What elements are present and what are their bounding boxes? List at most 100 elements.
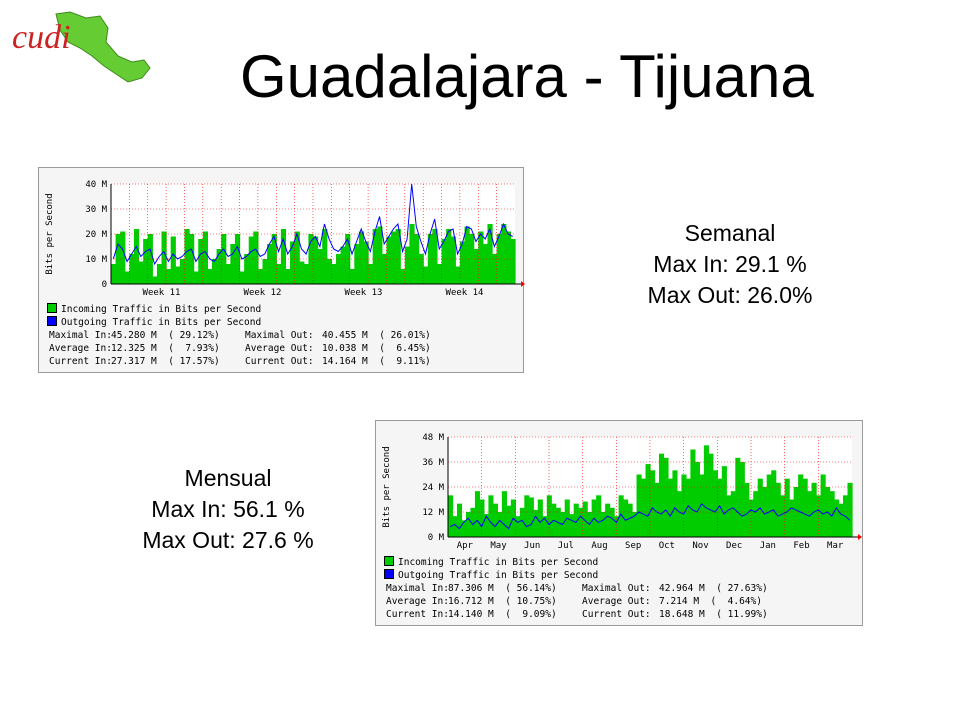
x-tick-label: Feb xyxy=(793,541,809,551)
outgoing-swatch xyxy=(47,316,57,326)
y-tick-label: 0 xyxy=(102,280,107,290)
y-tick-label: 0 M xyxy=(428,533,445,543)
weekly-caption-max-out: Max Out: 26.0% xyxy=(647,282,813,308)
incoming-bar xyxy=(667,478,674,537)
incoming-bar xyxy=(450,236,456,284)
outgoing-line xyxy=(450,502,851,530)
incoming-bar xyxy=(170,236,176,284)
y-tick-label: 30 M xyxy=(85,205,107,215)
legend-outgoing-label: Outgoing Traffic in Bits per Second xyxy=(61,317,262,328)
incoming-bar xyxy=(623,499,629,537)
incoming-bar xyxy=(184,229,190,284)
x-tick-label: Sep xyxy=(625,541,641,551)
incoming-bar xyxy=(605,503,611,537)
y-tick-label: 40 M xyxy=(85,180,107,190)
incoming-bar xyxy=(739,462,745,537)
weekly-avg-out: 10.038 M ( 6.45%) xyxy=(322,343,431,354)
incoming-bar xyxy=(349,269,355,284)
weekly-stats: Maximal In:45.280 M ( 29.12%) Maximal Out… xyxy=(49,329,431,368)
incoming-bar xyxy=(636,474,642,537)
weekly-legend: Incoming Traffic in Bits per Second Outg… xyxy=(47,303,261,329)
incoming-bar xyxy=(789,499,795,537)
monthly-traffic-chart: 0 M 12 M 24 M 36 M 48 M Apr May Jun Jul Aug Sep Oct… xyxy=(375,420,863,626)
incoming-bar xyxy=(834,499,840,537)
incoming-bar xyxy=(317,249,323,284)
x-tick-label: May xyxy=(490,541,507,551)
weekly-caption: Semanal Max In: 29.1 % Max Out: 26.0% xyxy=(620,218,840,311)
incoming-bar xyxy=(225,264,231,284)
incoming-bar xyxy=(363,241,369,284)
incoming-bar xyxy=(354,244,360,284)
incoming-bar xyxy=(358,231,365,284)
stat-label: Average In: xyxy=(49,343,112,354)
x-tick-label: Jun xyxy=(524,541,540,551)
weekly-traffic-chart: 0 10 M 20 M 30 M 40 M Week 11 Week 12 Week 13 We… xyxy=(38,167,525,373)
monthly-legend: Incoming Traffic in Bits per Second Outg… xyxy=(384,556,598,582)
incoming-bar xyxy=(409,224,415,284)
incoming-bar xyxy=(641,478,647,537)
legend-outgoing: Outgoing Traffic in Bits per Second xyxy=(47,316,261,329)
incoming-bar xyxy=(133,229,140,284)
incoming-bar xyxy=(537,499,543,537)
incoming-bar xyxy=(501,224,507,284)
y-axis-label: Bits per Second xyxy=(382,446,392,527)
incoming-bar xyxy=(811,482,817,537)
incoming-bar xyxy=(452,516,458,537)
incoming-bar xyxy=(492,503,498,537)
incoming-bar xyxy=(510,239,516,284)
incoming-bar xyxy=(386,236,392,284)
x-tick-label: Jan xyxy=(760,541,776,551)
incoming-bar xyxy=(299,261,305,284)
incoming-bar xyxy=(816,495,822,537)
incoming-bar xyxy=(753,491,759,537)
x-tick-label: Aug xyxy=(591,541,607,551)
legend-incoming-label: Incoming Traffic in Bits per Second xyxy=(61,304,262,315)
x-tick-label: Oct xyxy=(659,541,675,551)
weekly-max-out: 40.455 M ( 26.01%) xyxy=(322,330,431,341)
incoming-bar xyxy=(496,234,502,284)
incoming-bar xyxy=(505,231,512,284)
incoming-bar xyxy=(600,512,606,537)
weekly-max-in: 45.280 M ( 29.12%) xyxy=(111,330,220,341)
incoming-bar xyxy=(703,445,709,537)
incoming-bar xyxy=(230,244,236,284)
incoming-bar xyxy=(780,495,786,537)
incoming-bar xyxy=(345,234,351,284)
incoming-bar xyxy=(124,271,130,284)
incoming-bar xyxy=(308,234,314,284)
incoming-bar xyxy=(340,246,346,284)
incoming-bar xyxy=(202,231,209,284)
incoming-bar xyxy=(267,244,273,284)
incoming-bar xyxy=(244,254,250,284)
x-tick-label: Jul xyxy=(558,541,574,551)
incoming-bar xyxy=(456,503,463,537)
x-tick-label: Week 13 xyxy=(345,288,383,298)
incoming-bar xyxy=(271,234,277,284)
stat-label: Maximal In: xyxy=(386,583,449,594)
incoming-bar xyxy=(294,231,300,284)
stat-label: Maximal Out: xyxy=(245,330,314,341)
incoming-bar xyxy=(488,495,494,537)
incoming-bar xyxy=(497,512,503,537)
incoming-bar xyxy=(414,234,420,284)
logo-text: cudi xyxy=(12,19,71,56)
incoming-bar xyxy=(280,229,287,284)
incoming-bar xyxy=(381,254,388,284)
outgoing-line xyxy=(112,183,513,266)
incoming-bar xyxy=(432,229,438,284)
incoming-bar xyxy=(524,495,530,537)
x-axis-arrow xyxy=(521,281,525,287)
incoming-bar xyxy=(400,269,406,284)
incoming-bar xyxy=(784,478,790,537)
incoming-bar xyxy=(515,516,521,537)
stat-label: Average Out: xyxy=(582,596,651,607)
incoming-bar xyxy=(461,520,467,537)
x-tick-label: Dec xyxy=(726,541,742,551)
y-tick-label: 12 M xyxy=(422,508,444,518)
y-tick-label: 24 M xyxy=(422,483,444,493)
incoming-bar xyxy=(726,495,732,537)
incoming-bar xyxy=(487,224,493,284)
monthly-chart-svg: 0 M 12 M 24 M 36 M 48 M Apr May Jun Jul Aug Sep Oct… xyxy=(382,433,862,551)
y-tick-label: 20 M xyxy=(85,230,107,240)
incoming-bar xyxy=(578,507,584,537)
